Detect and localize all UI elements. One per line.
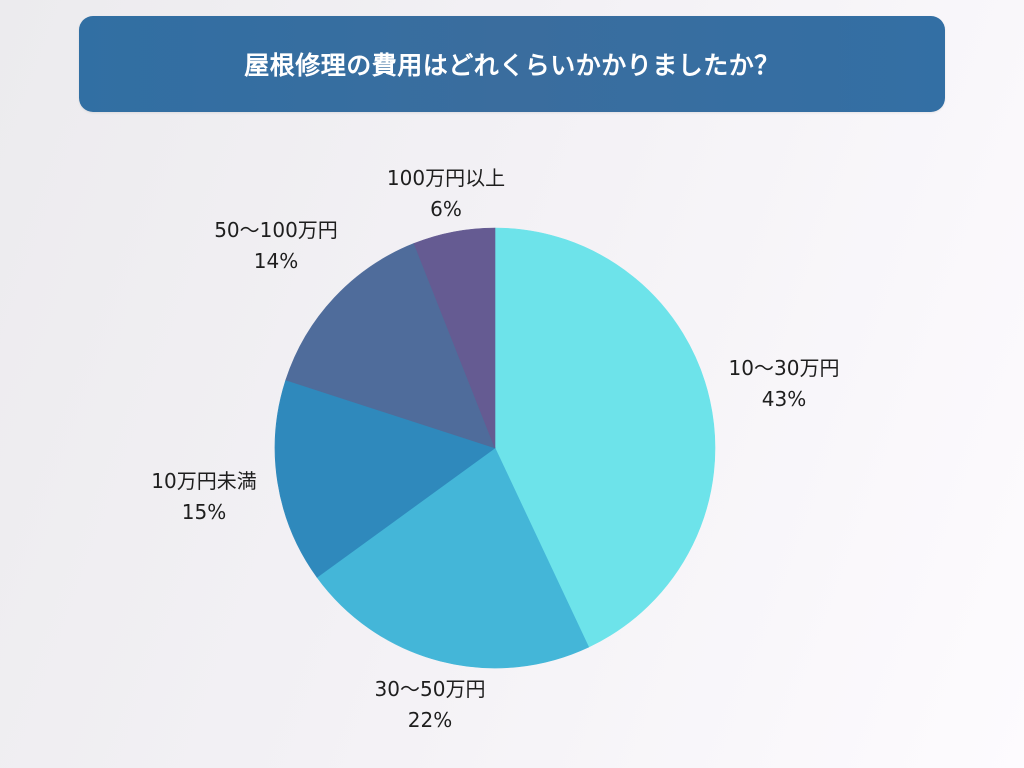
slice-label-over-100: 100万円以上 6% [387, 163, 505, 225]
slice-label-30-50: 30〜50万円 22% [375, 674, 486, 736]
chart-title-banner: 屋根修理の費用はどれくらいかかりましたか？ [79, 16, 945, 112]
slice-label-percent: 14% [253, 249, 299, 273]
slice-label-percent: 22% [407, 708, 453, 732]
slice-label-name: 50〜100万円 [214, 218, 338, 242]
slice-label-percent: 43% [761, 387, 807, 411]
slice-label-10-30: 10〜30万円 43% [729, 353, 840, 415]
pie-slice [316, 447, 590, 669]
pie-slice [413, 227, 496, 449]
pie-slice [274, 379, 496, 578]
slice-label-name: 10〜30万円 [728, 356, 840, 380]
slice-label-percent: 6% [430, 197, 462, 221]
pie-slices [274, 227, 716, 669]
slice-label-name: 100万円以上 [386, 166, 506, 190]
slice-label-50-100: 50〜100万円 14% [214, 215, 338, 277]
chart-title: 屋根修理の費用はどれくらいかかりましたか？ [244, 51, 780, 80]
pie-slice [494, 227, 716, 648]
pie-slice [285, 243, 496, 449]
slice-label-name: 30〜50万円 [374, 677, 486, 701]
slice-label-under-10: 10万円未満 15% [151, 466, 256, 528]
slice-label-percent: 15% [181, 500, 227, 524]
slice-label-name: 10万円未満 [151, 469, 257, 493]
